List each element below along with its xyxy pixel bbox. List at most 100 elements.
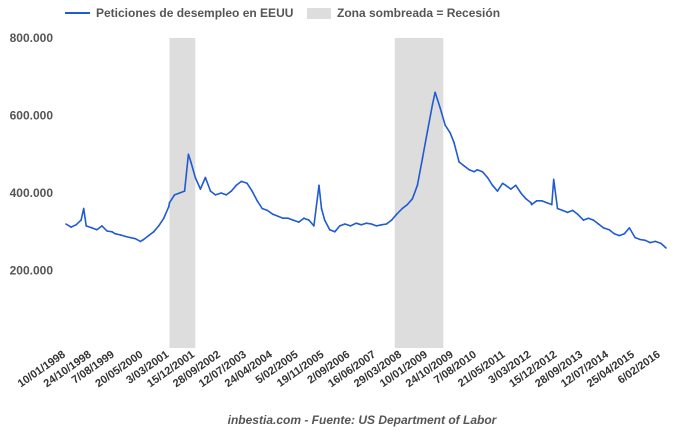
data-point-80: [449, 132, 452, 134]
data-point-37: [235, 184, 238, 187]
data-point-79: [444, 124, 447, 126]
data-point-70: [401, 207, 404, 210]
data-point-26: [183, 190, 186, 192]
data-point-64: [370, 223, 373, 225]
legend-box-swatch: [307, 8, 331, 19]
data-point-20: [157, 225, 160, 227]
series-line-0: [65, 91, 667, 249]
data-point-86: [476, 169, 479, 171]
data-point-78: [439, 107, 441, 109]
x-axis-ticks: 10/01/199824/10/19987/08/199920/05/20003…: [16, 348, 663, 390]
data-point-56: [328, 229, 331, 231]
data-point-74: [421, 157, 424, 159]
data-point-90: [496, 190, 499, 192]
data-point-75: [426, 130, 429, 132]
data-point-55: [323, 219, 326, 221]
data-point-62: [360, 224, 363, 226]
data-point-105: [561, 209, 564, 212]
data-point-113: [602, 227, 605, 229]
data-point-106: [566, 211, 569, 214]
data-point-29: [194, 176, 197, 179]
data-point-3: [80, 219, 82, 221]
data-point-87: [481, 170, 484, 173]
data-point-10: [111, 231, 113, 233]
data-point-124: [660, 242, 662, 245]
data-point-112: [597, 223, 600, 225]
recession-band-1: [394, 38, 444, 348]
data-point-69: [395, 213, 398, 216]
data-point-7: [96, 229, 98, 231]
data-point-92: [504, 184, 507, 187]
data-point-19: [152, 231, 155, 233]
data-point-122: [649, 241, 651, 244]
data-point-84: [468, 169, 471, 171]
data-point-24: [173, 194, 176, 196]
data-point-66: [380, 224, 383, 226]
data-point-60: [349, 225, 352, 227]
data-point-116: [618, 234, 621, 237]
legend-label-claims: Peticiones de desempleo en EEUU: [96, 6, 293, 20]
data-point-59: [344, 223, 346, 225]
data-point-119: [634, 236, 636, 239]
legend: Peticiones de desempleo en EEUU Zona som…: [65, 6, 500, 20]
data-point-32: [209, 190, 212, 192]
data-point-23: [168, 201, 171, 204]
data-point-77: [434, 91, 436, 94]
data-point-50: [303, 217, 305, 219]
data-point-65: [375, 225, 378, 227]
data-point-73: [416, 184, 419, 187]
data-point-2: [75, 224, 77, 226]
data-point-8: [101, 225, 103, 227]
data-point-4: [82, 207, 85, 210]
y-tick-label: 800.000: [10, 31, 54, 45]
data-point-102: [551, 203, 553, 206]
data-point-58: [339, 225, 341, 227]
data-point-101: [546, 201, 548, 204]
y-tick-label: 400.000: [10, 186, 54, 200]
data-point-81: [453, 141, 455, 144]
data-point-31: [204, 176, 207, 179]
data-point-14: [129, 236, 132, 239]
data-point-99: [535, 200, 538, 202]
data-point-95: [520, 192, 522, 194]
data-point-107: [571, 209, 574, 212]
y-tick-label: 600.000: [10, 109, 54, 123]
data-point-57: [334, 231, 336, 233]
data-point-114: [608, 229, 610, 231]
legend-label-recession: Zona sombreada = Recesión: [337, 6, 500, 20]
data-point-67: [385, 223, 388, 225]
recession-band-0: [169, 38, 196, 348]
data-point-46: [282, 217, 284, 219]
data-point-72: [411, 198, 414, 200]
data-point-44: [272, 213, 274, 216]
data-point-13: [124, 235, 127, 238]
data-point-48: [292, 219, 294, 221]
data-point-22: [168, 205, 170, 208]
data-point-98: [530, 203, 533, 206]
data-point-17: [142, 238, 145, 241]
data-point-103: [552, 178, 555, 181]
data-point-11: [114, 232, 116, 235]
source-note: inbestia.com - Fuente: US Department of …: [228, 413, 498, 427]
data-point-52: [313, 225, 315, 227]
data-point-34: [220, 192, 222, 194]
data-point-94: [515, 184, 517, 187]
data-point-9: [106, 230, 108, 232]
data-point-43: [266, 209, 269, 212]
data-point-93: [510, 188, 512, 190]
data-point-40: [251, 190, 253, 192]
data-point-68: [390, 219, 393, 221]
data-point-5: [85, 225, 87, 227]
data-point-121: [644, 239, 646, 242]
data-point-82: [458, 161, 460, 163]
y-axis-ticks: 800.000 600.000 400.000 200.000: [10, 31, 54, 278]
data-point-0: [65, 223, 67, 225]
data-point-123: [654, 240, 657, 243]
data-point-28: [190, 161, 192, 163]
data-point-109: [582, 219, 585, 221]
data-point-6: [91, 227, 93, 229]
data-point-39: [246, 182, 248, 185]
y-tick-label: 200.000: [10, 264, 54, 278]
